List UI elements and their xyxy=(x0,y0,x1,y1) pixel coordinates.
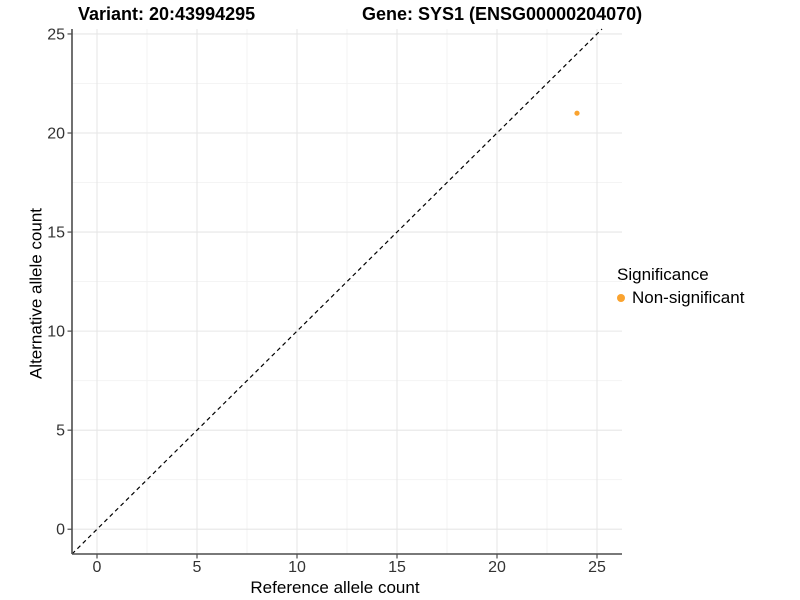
data-point xyxy=(574,110,580,116)
x-tick-label: 25 xyxy=(588,559,606,576)
legend-item-non-significant: Non-significant xyxy=(617,288,744,308)
plot-title-variant: Variant: 20:43994295 xyxy=(78,4,256,24)
y-tick-label: 20 xyxy=(47,126,65,143)
plot-title-gene: Gene: SYS1 (ENSG00000204070) xyxy=(362,4,643,24)
y-axis-title: Alternative allele count xyxy=(26,207,46,380)
legend: Significance Non-significant xyxy=(617,264,744,308)
legend-item-label: Non-significant xyxy=(632,288,745,307)
x-tick-label: 10 xyxy=(288,559,306,576)
x-tick-label: 20 xyxy=(488,559,506,576)
legend-point-icon xyxy=(617,294,625,302)
legend-title: Significance xyxy=(617,265,709,284)
y-tick-label: 25 xyxy=(47,26,65,43)
x-tick-label: 15 xyxy=(388,559,406,576)
x-tick-label: 5 xyxy=(193,559,202,576)
x-axis-title: Reference allele count xyxy=(250,578,420,597)
y-tick-label: 5 xyxy=(56,423,65,440)
y-tick-label: 10 xyxy=(47,324,65,341)
identity-line xyxy=(71,28,603,555)
y-tick-label: 0 xyxy=(56,522,65,539)
y-tick-label: 15 xyxy=(47,225,65,242)
x-tick-label: 0 xyxy=(93,559,102,576)
